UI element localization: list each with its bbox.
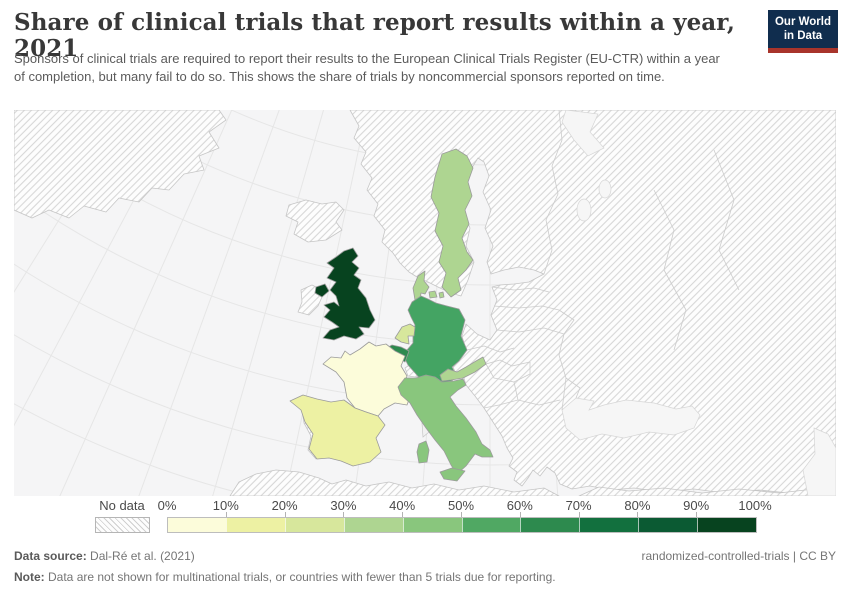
white-sea bbox=[561, 110, 605, 157]
map-svg bbox=[14, 110, 836, 496]
legend-cell[interactable] bbox=[168, 518, 226, 532]
no-data-ireland bbox=[297, 284, 323, 316]
country-denmark-islands[interactable] bbox=[428, 290, 445, 299]
no-data-middle-east bbox=[578, 486, 836, 496]
owid-logo-line2: in Data bbox=[783, 30, 823, 43]
owid-logo[interactable]: Our World in Data bbox=[768, 10, 838, 53]
legend-cell[interactable] bbox=[284, 518, 344, 532]
note-value: Data are not shown for multinational tri… bbox=[44, 570, 556, 584]
footer-attribution[interactable]: randomized-controlled-trials | CC BY bbox=[641, 549, 836, 563]
legend-cell[interactable] bbox=[225, 518, 285, 532]
legend-cell[interactable] bbox=[638, 518, 698, 532]
legend-tick-label: 100% bbox=[738, 498, 772, 513]
legend-tick-label: 30% bbox=[330, 498, 357, 513]
legend-cell[interactable] bbox=[520, 518, 580, 532]
legend-tick-label: 70% bbox=[565, 498, 592, 513]
lake-onega bbox=[598, 179, 612, 199]
legend-tick-label: 20% bbox=[271, 498, 298, 513]
country-borders bbox=[466, 110, 740, 411]
owid-logo-line1: Our World bbox=[774, 16, 831, 28]
black-sea bbox=[561, 397, 701, 441]
page-title: Share of clinical trials that report res… bbox=[14, 9, 735, 63]
country-austria[interactable] bbox=[439, 356, 487, 382]
legend-no-data-label: No data bbox=[99, 498, 145, 513]
legend-tick-label: 10% bbox=[212, 498, 239, 513]
no-data-greenland bbox=[14, 110, 227, 219]
legend-tick-label: 0% bbox=[157, 498, 177, 513]
note-label: Note: bbox=[14, 570, 45, 584]
legend-tickmarks bbox=[167, 512, 755, 517]
no-data-mainland bbox=[349, 110, 836, 495]
legend-colorbar bbox=[167, 517, 757, 533]
chart-footer: randomized-controlled-trials | CC BY Dat… bbox=[14, 546, 836, 588]
legend-cell[interactable] bbox=[402, 518, 462, 532]
country-northern-ireland[interactable] bbox=[314, 283, 330, 298]
legend-ticks: 0% 10% 20% 30% 40% 50% 60% 70% 80% 90% 100% bbox=[158, 497, 772, 517]
legend-tick-label: 40% bbox=[389, 498, 416, 513]
lake-ladoga bbox=[576, 198, 592, 222]
country-sweden[interactable] bbox=[430, 148, 474, 298]
country-netherlands[interactable] bbox=[394, 323, 416, 345]
legend-cell[interactable] bbox=[343, 518, 403, 532]
chart-subtitle: Sponsors of clinical trials are required… bbox=[14, 51, 720, 84]
no-data-north-africa-west bbox=[229, 469, 560, 496]
country-italy-sicily[interactable] bbox=[439, 467, 466, 482]
country-italy[interactable] bbox=[397, 374, 494, 475]
europe-map bbox=[14, 110, 836, 496]
legend-tick-label: 50% bbox=[447, 498, 475, 513]
caspian-sea bbox=[802, 427, 836, 496]
legend-no-data-swatch[interactable] bbox=[95, 517, 150, 533]
legend-cell[interactable] bbox=[579, 518, 639, 532]
legend-tick-label: 90% bbox=[683, 498, 710, 513]
map-legend: No data 0% 10% 20% 30% 40% 50% 60% 70% 80% 90% 100… bbox=[0, 497, 850, 535]
country-spain[interactable] bbox=[289, 394, 386, 467]
source-label: Data source: bbox=[14, 549, 87, 563]
legend-cell[interactable] bbox=[697, 518, 757, 532]
country-italy-sardinia[interactable] bbox=[416, 440, 430, 464]
legend-cell[interactable] bbox=[461, 518, 521, 532]
no-data-iceland bbox=[285, 199, 345, 243]
legend-tick-label: 60% bbox=[506, 498, 533, 513]
legend-tick-label: 80% bbox=[624, 498, 651, 513]
source-value[interactable]: Dal-Ré et al. (2021) bbox=[86, 549, 195, 563]
country-united-kingdom[interactable] bbox=[322, 247, 376, 341]
